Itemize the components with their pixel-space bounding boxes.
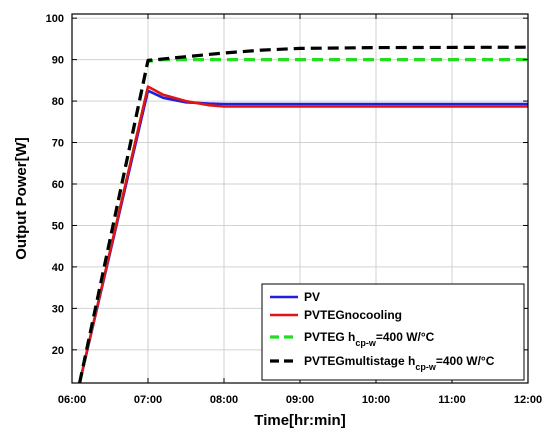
legend-label-tail: =400 W/°C bbox=[436, 354, 495, 368]
y-tick-label: 100 bbox=[46, 13, 64, 25]
series-line-2 bbox=[78, 85, 528, 383]
legend-label-tail: =400 W/°C bbox=[376, 330, 435, 344]
y-tick-label: 90 bbox=[52, 55, 64, 67]
y-axis-ticks: 20 30 40 50 60 70 80 90 100 bbox=[46, 13, 528, 357]
legend-label-subscript: cp-w bbox=[415, 362, 437, 372]
y-axis-label: Output Power[W] bbox=[13, 137, 30, 259]
x-tick-label: 12:00 bbox=[514, 394, 542, 406]
x-tick-label: 10:00 bbox=[362, 394, 390, 406]
y-tick-label: 80 bbox=[52, 96, 64, 108]
x-tick-label: 08:00 bbox=[210, 394, 238, 406]
x-tick-label: 09:00 bbox=[286, 394, 314, 406]
series-lines bbox=[78, 45, 528, 383]
x-tick-label: 06:00 bbox=[58, 394, 86, 406]
x-tick-label: 11:00 bbox=[438, 394, 466, 406]
legend-label-4: PVTEGmultistage hcp-w=400 W/°C bbox=[304, 354, 495, 372]
y-tick-label: 60 bbox=[52, 179, 64, 191]
legend-label-2: PVTEGnocooling bbox=[304, 308, 402, 322]
legend-label-3: PVTEG hcp-w=400 W/°C bbox=[304, 330, 435, 348]
series-line-4 bbox=[78, 45, 528, 383]
legend-label-subscript: cp-w bbox=[355, 338, 377, 348]
legend-label-1: PV bbox=[304, 290, 320, 304]
x-tick-label: 07:00 bbox=[134, 394, 162, 406]
legend-label-main: PVTEG h bbox=[304, 330, 355, 344]
y-tick-label: 20 bbox=[52, 345, 64, 357]
legend-box bbox=[261, 283, 525, 381]
y-tick-label: 30 bbox=[52, 303, 64, 315]
y-tick-label: 50 bbox=[52, 220, 64, 232]
y-tick-label: 40 bbox=[52, 262, 64, 274]
y-tick-label: 70 bbox=[52, 138, 64, 150]
x-axis-label: Time[hr:min] bbox=[254, 412, 345, 429]
legend-label-main: PVTEGmultistage h bbox=[304, 354, 415, 368]
